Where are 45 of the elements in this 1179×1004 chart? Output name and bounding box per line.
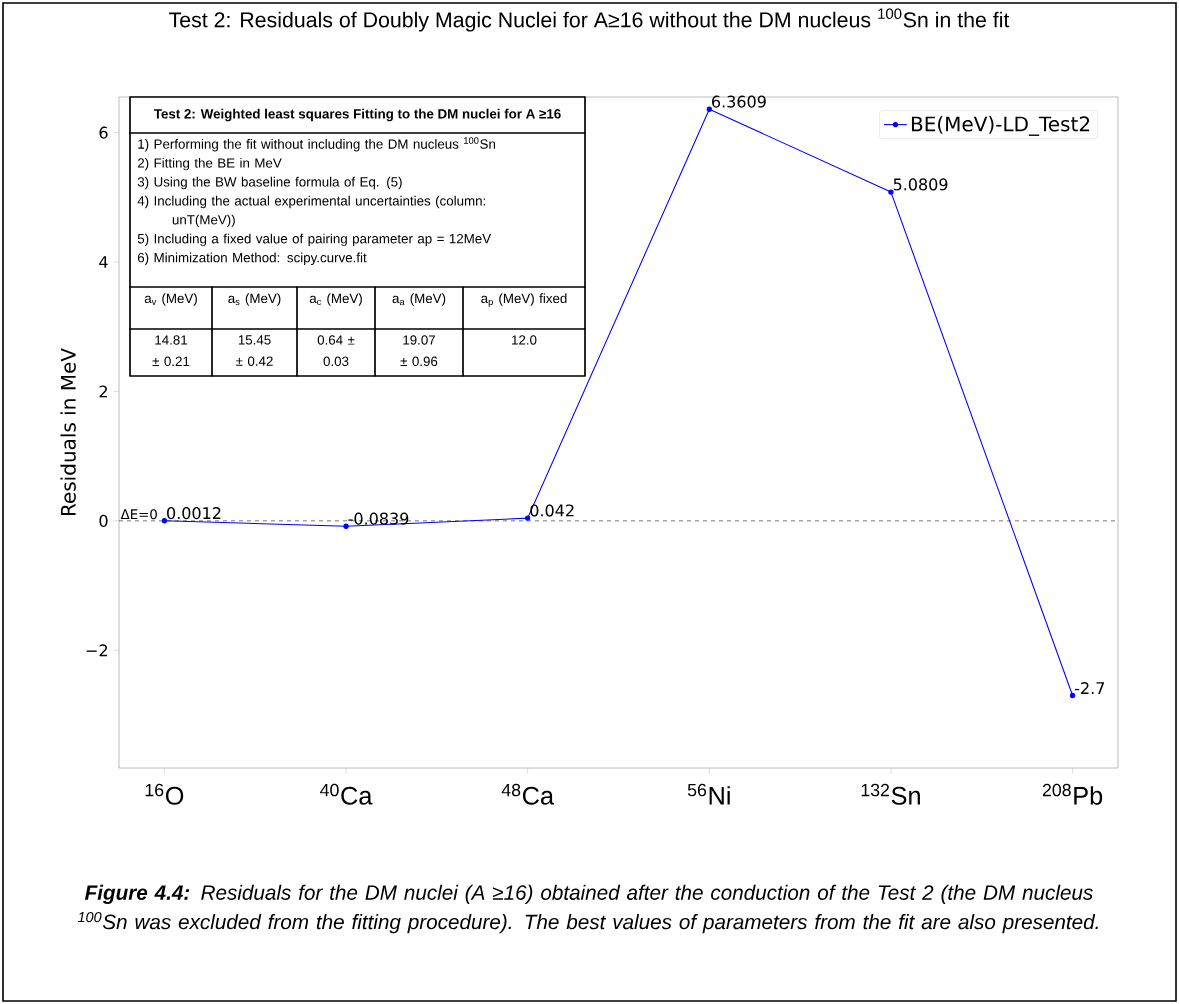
text: Figure 4.4: Residuals for the DM nuclei (A ≥16) obtained after the conduction of the Test 2 (the DM nucleus $^{100}$Sn was excluded from the fitting procedure). The best values of parameters from the fit are also presented.	[77, 884, 1098, 934]
annotation: a$_{c}$ (MeV)	[309, 293, 362, 306]
point	[1069, 692, 1076, 699]
legend-label: BE(MeV)-LD_Test2	[911, 116, 1090, 136]
annotation: 3) Using the BW baseline formula of Eq. (5)	[137, 176, 402, 190]
point	[888, 189, 894, 195]
y-tick-label: 2	[99, 385, 107, 398]
annotation: 5) Including a fixed value of pairing parameter ap = 12MeV	[137, 233, 492, 247]
data-label: 0.042	[530, 504, 574, 517]
annotation: 19.07 ± 0.96	[400, 335, 438, 367]
data-label: 5.0809	[893, 178, 948, 191]
annotation: 2) Fitting the BE in MeV	[137, 157, 282, 171]
annotation: a$_{a}$ (MeV)	[392, 293, 446, 306]
annotation: 14.81 ± 0.21	[152, 335, 190, 367]
data-label: -0.0839	[348, 512, 409, 525]
annotation: 1) Performing the fit without including the DM nucleus $^{100}$Sn	[138, 137, 496, 152]
point	[525, 515, 531, 521]
y-tick-label: 0	[99, 514, 108, 527]
x-tick-label: $^{48}$Ca	[501, 783, 555, 805]
annotation: a$_{s}$ (MeV)	[228, 293, 281, 306]
data-label: 0.0012	[167, 507, 221, 520]
y-tick-label: 6	[99, 126, 108, 139]
y-tick-label: 4	[99, 256, 108, 268]
data-label: 6.3609	[712, 95, 766, 108]
ref-line-label: ΔE=0	[120, 509, 157, 520]
x-tick-label: $^{208}$Pb	[1042, 783, 1103, 805]
point	[706, 106, 712, 112]
x-tick-label: $^{16}$O	[145, 783, 184, 805]
x-tick-label: $^{132}$Sn	[861, 783, 920, 805]
x-tick-label: $^{40}$Ca	[320, 783, 373, 805]
annotation: 6) Minimization Method: scipy.curve.fit	[137, 252, 367, 265]
x-tick-label: $^{56}$Ni	[687, 783, 730, 805]
annotation: a$_{v}$ (MeV)	[144, 293, 197, 306]
data-label: -2.7	[1074, 682, 1105, 694]
annotation: 0.64 ± 0.03	[317, 335, 355, 367]
point	[343, 523, 349, 529]
y-tick-label: −2	[86, 644, 107, 657]
annotation: 12.0	[512, 335, 537, 345]
y-axis-title: Residuals in MeV	[60, 348, 76, 516]
annotation: a$_{p}$ (MeV) fixed	[481, 293, 567, 307]
point	[161, 518, 168, 524]
annotation: Test 2: Weighted least squares Fitting to the DM nuclei for A ≥16	[153, 108, 561, 122]
chart-title: Test 2: Residuals of Doubly Magic Nuclei for A≥16 without the DM nucleus $^{100}$Sn in the fit	[169, 8, 1010, 32]
annotation: 4) Including the actual experimental uncertainties (column: unT(MeV))	[137, 195, 486, 228]
annotation: 15.45 ± 0.42	[236, 335, 273, 366]
